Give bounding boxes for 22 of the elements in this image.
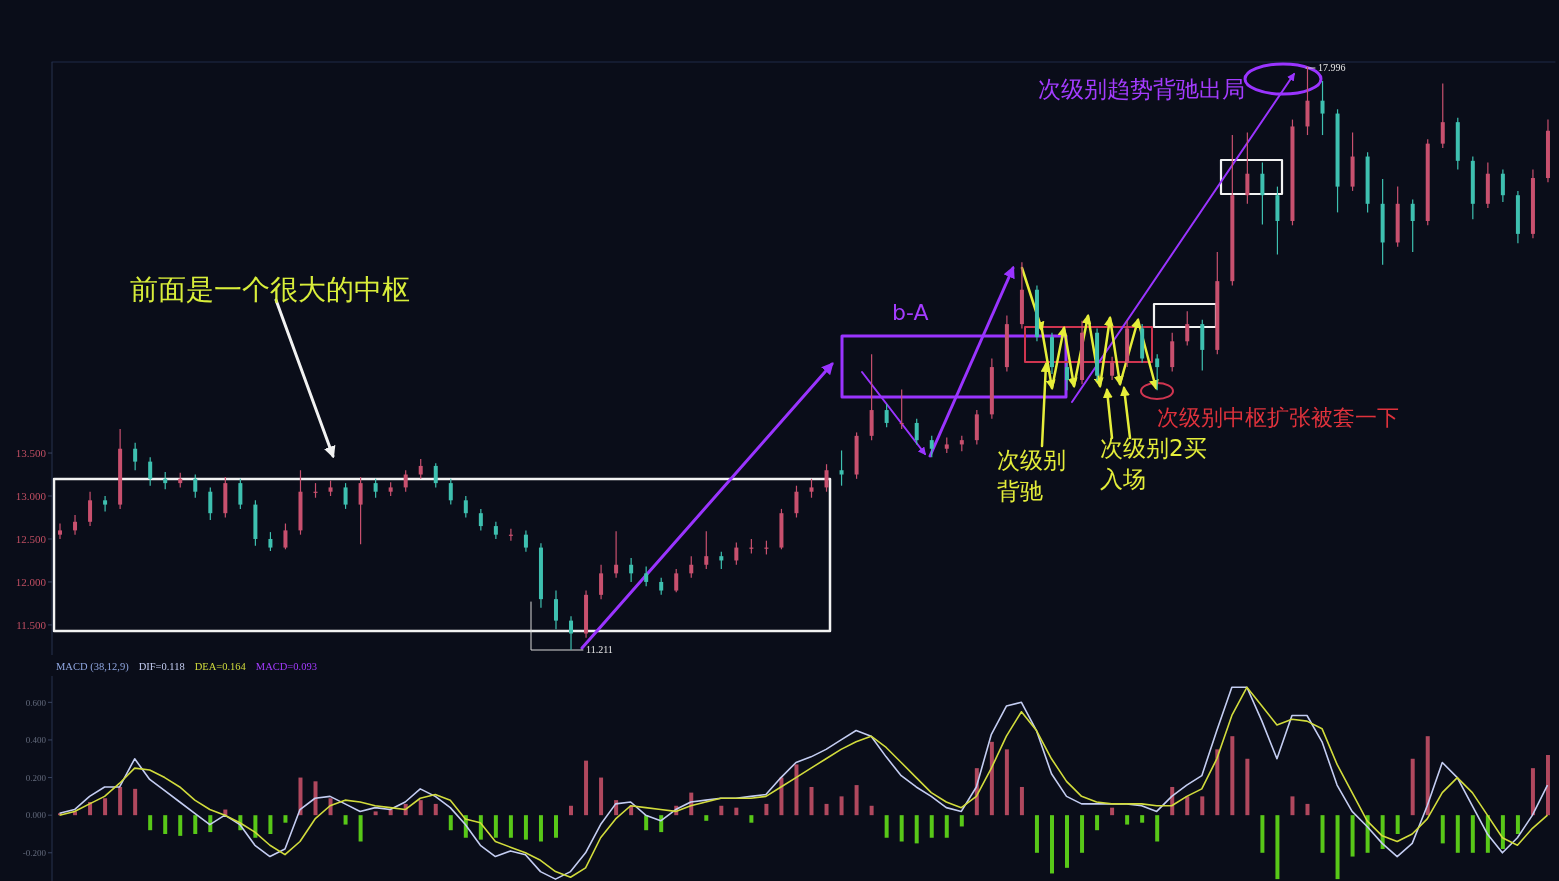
y-tick-label: 12.500: [15, 532, 47, 545]
y-tick-label: 0.600: [25, 697, 47, 708]
y-tick-label: 11.500: [16, 618, 47, 631]
annotation: 次级别趋势背驰出局: [1038, 75, 1245, 105]
y-tick-label: 0.000: [25, 810, 47, 821]
y-tick-label: 13.500: [15, 446, 47, 459]
annotation: 次级别背驰: [997, 445, 1066, 506]
annotation: b-A: [892, 299, 929, 328]
text: DIF=0.118: [138, 661, 185, 672]
chart-title: MACD (38,12,9): [56, 661, 129, 672]
y-tick-label: 13.000: [15, 489, 47, 502]
annotation: 11.211: [586, 643, 613, 657]
annotation: 次级别中枢扩张被套一下: [1157, 404, 1399, 433]
text: MACD=0.093: [255, 661, 317, 672]
y-tick-label: 0.400: [25, 735, 47, 746]
annotation: 17.996: [1318, 61, 1346, 75]
text: DEA=0.164: [194, 661, 246, 672]
y-tick-label: 0.200: [25, 772, 47, 783]
annotation: 前面是一个很大的中枢: [130, 272, 410, 309]
y-tick-label: 12.000: [15, 575, 47, 588]
annotation: 次级别2买入场: [1100, 433, 1207, 494]
y-tick-label: -0.200: [22, 847, 47, 858]
